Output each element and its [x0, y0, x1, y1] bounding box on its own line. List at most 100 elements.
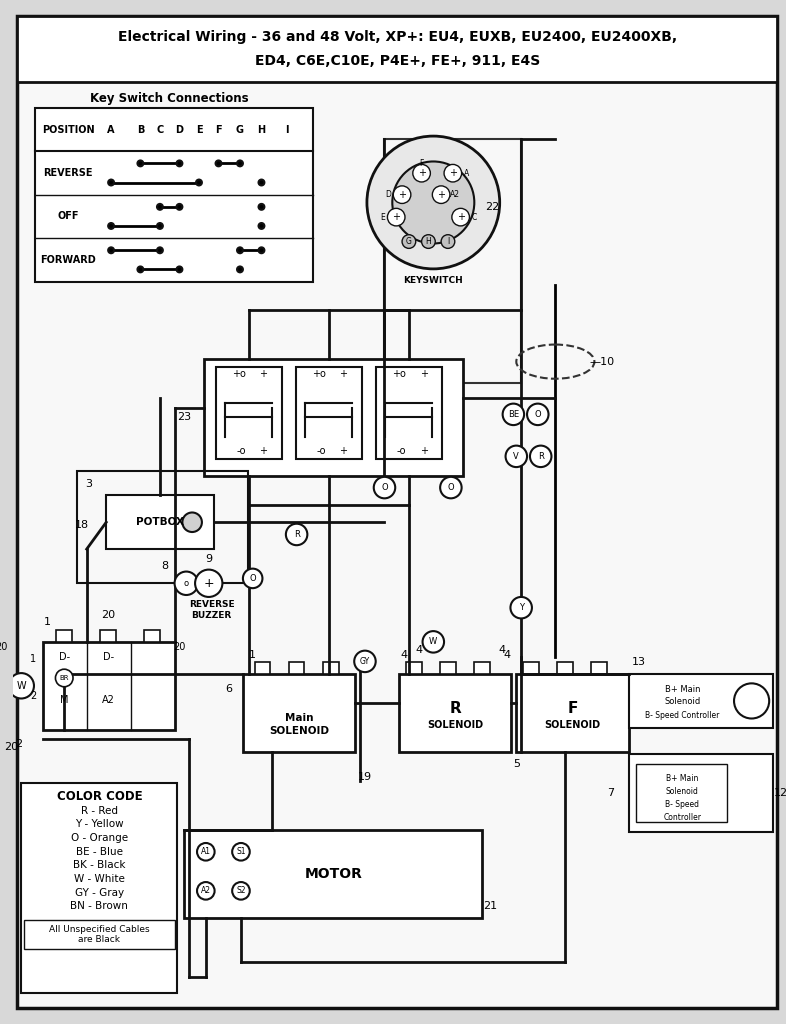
Text: 22: 22: [485, 203, 499, 212]
Circle shape: [286, 523, 307, 545]
Text: O: O: [381, 483, 387, 493]
Text: O: O: [534, 410, 541, 419]
Text: POTBOX: POTBOX: [136, 517, 184, 527]
Text: 5: 5: [512, 759, 520, 769]
Bar: [296, 367, 362, 460]
Circle shape: [232, 882, 250, 900]
Text: 6: 6: [225, 684, 232, 693]
Bar: [474, 663, 490, 674]
Text: 21: 21: [483, 901, 497, 911]
Circle shape: [527, 403, 549, 425]
Text: 18: 18: [75, 520, 89, 529]
Text: A1: A1: [200, 847, 211, 856]
Text: -o: -o: [237, 446, 246, 457]
Text: POSITION: POSITION: [42, 125, 94, 134]
Bar: [288, 663, 304, 674]
Text: Main: Main: [285, 713, 314, 723]
Circle shape: [157, 204, 163, 210]
Text: REVERSE: REVERSE: [43, 168, 93, 178]
Text: BR: BR: [60, 675, 69, 681]
Circle shape: [440, 477, 461, 499]
Text: 4: 4: [498, 645, 505, 654]
Circle shape: [157, 223, 163, 229]
Text: 23: 23: [178, 413, 192, 422]
Bar: [215, 367, 282, 460]
Text: 9: 9: [205, 554, 212, 564]
Text: S1: S1: [237, 847, 246, 856]
Text: I: I: [446, 237, 449, 246]
Bar: [406, 663, 421, 674]
Text: 4: 4: [503, 649, 510, 659]
Text: 13: 13: [631, 657, 645, 668]
Text: -o: -o: [396, 446, 406, 457]
Circle shape: [108, 223, 114, 229]
Bar: [21, 783, 178, 993]
Circle shape: [237, 266, 243, 272]
Circle shape: [197, 843, 215, 860]
Bar: [376, 367, 442, 460]
Text: GY - Gray: GY - Gray: [75, 888, 124, 898]
Text: S2: S2: [237, 887, 246, 895]
Circle shape: [444, 165, 461, 182]
Bar: [516, 674, 629, 753]
Text: A: A: [108, 125, 115, 134]
Circle shape: [387, 208, 405, 226]
Circle shape: [232, 843, 250, 860]
Text: B- Speed: B- Speed: [665, 801, 700, 809]
Circle shape: [182, 512, 202, 532]
Text: +: +: [457, 212, 465, 222]
Text: Solenoid: Solenoid: [666, 786, 699, 796]
Text: BE - Blue: BE - Blue: [76, 847, 123, 857]
Text: O - Orange: O - Orange: [71, 834, 128, 843]
Circle shape: [510, 597, 532, 618]
Text: 3: 3: [85, 478, 92, 488]
Text: M: M: [60, 695, 68, 706]
Circle shape: [402, 234, 416, 249]
Circle shape: [392, 162, 474, 244]
Bar: [255, 663, 270, 674]
Text: +o: +o: [232, 370, 246, 379]
Text: 20: 20: [101, 609, 116, 620]
Text: —10: —10: [590, 356, 615, 367]
Circle shape: [197, 882, 215, 900]
Text: F: F: [215, 125, 222, 134]
Text: Y: Y: [519, 603, 523, 612]
Circle shape: [174, 571, 198, 595]
Text: KEYSWITCH: KEYSWITCH: [403, 276, 463, 285]
Text: SOLENOID: SOLENOID: [269, 726, 329, 735]
Bar: [145, 630, 160, 642]
Text: 1: 1: [30, 654, 36, 665]
Text: OFF: OFF: [57, 211, 79, 221]
Text: 4: 4: [400, 649, 408, 659]
Text: 2: 2: [30, 690, 36, 700]
Text: D: D: [175, 125, 183, 134]
Text: ED4, C6E,C10E, P4E+, FE+, 911, E4S: ED4, C6E,C10E, P4E+, FE+, 911, E4S: [255, 54, 540, 68]
Text: +: +: [392, 212, 400, 222]
Text: W: W: [429, 637, 438, 646]
Circle shape: [259, 179, 264, 185]
Text: O: O: [447, 483, 454, 493]
Text: B+ Main: B+ Main: [664, 685, 700, 694]
Bar: [557, 663, 573, 674]
Text: Solenoid: Solenoid: [664, 697, 700, 706]
Text: O: O: [249, 573, 256, 583]
Text: 20: 20: [5, 742, 19, 753]
Circle shape: [374, 477, 395, 499]
Text: 2: 2: [15, 739, 22, 750]
Bar: [243, 674, 355, 753]
Text: E: E: [196, 125, 202, 134]
Text: 1: 1: [249, 649, 256, 659]
Text: G: G: [236, 125, 244, 134]
Circle shape: [195, 569, 222, 597]
Text: G: G: [406, 237, 412, 246]
Bar: [17, 16, 777, 82]
Text: 8: 8: [161, 561, 168, 570]
Text: F: F: [567, 700, 578, 716]
Bar: [637, 764, 727, 822]
Text: 1: 1: [44, 617, 51, 628]
Text: +: +: [398, 189, 406, 200]
Text: V: V: [513, 452, 520, 461]
Circle shape: [259, 248, 264, 253]
Circle shape: [530, 445, 552, 467]
Bar: [185, 830, 482, 919]
